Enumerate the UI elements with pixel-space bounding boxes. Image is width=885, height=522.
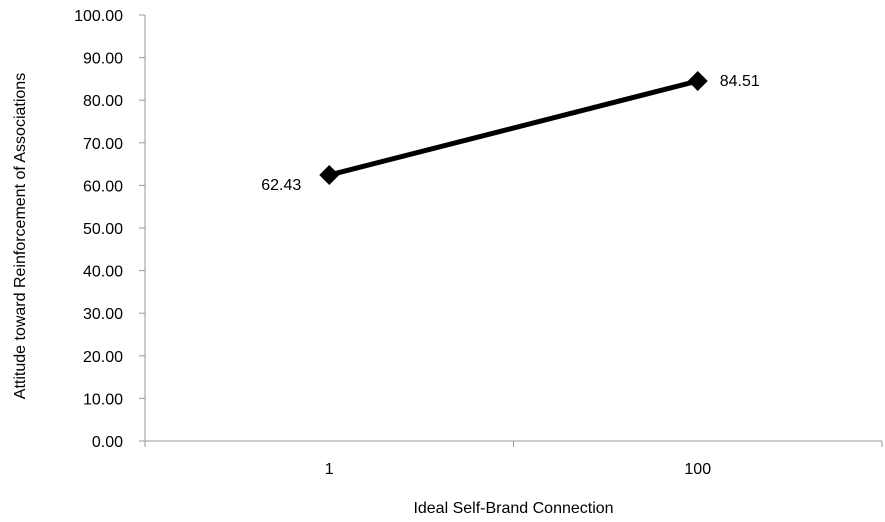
y-tick-label: 70.00 [83,136,123,153]
y-axis-ticks: 0.00 10.00 20.00 30.00 40.00 50.00 60.00 70.00 8… [74,8,145,451]
data-labels: 62.43 84.51 [261,73,760,194]
data-label: 62.43 [261,177,301,194]
x-axis-title: Ideal Self-Brand Connection [413,500,613,517]
y-axis-title: Attitude toward Reinforcement of Associa… [12,73,29,399]
y-tick-label: 50.00 [83,221,123,238]
y-tick-label: 0.00 [92,434,123,451]
y-tick-label: 40.00 [83,264,123,281]
x-tick-label: 1 [325,461,334,478]
y-tick-label: 10.00 [83,391,123,408]
y-tick-label: 100.00 [74,8,123,25]
y-tick-label: 90.00 [83,51,123,68]
data-label: 84.51 [720,73,760,90]
series-line [328,78,699,178]
y-tick-label: 80.00 [83,93,123,110]
plot-axes [144,15,882,442]
x-tick-label: 100 [684,461,711,478]
series-group [319,70,708,186]
data-point-marker [319,165,340,186]
y-tick-label: 30.00 [83,306,123,323]
y-tick-label: 60.00 [83,178,123,195]
data-point-marker [687,70,708,91]
x-axis-ticks: 1 100 [144,441,883,478]
y-tick-label: 20.00 [83,349,123,366]
